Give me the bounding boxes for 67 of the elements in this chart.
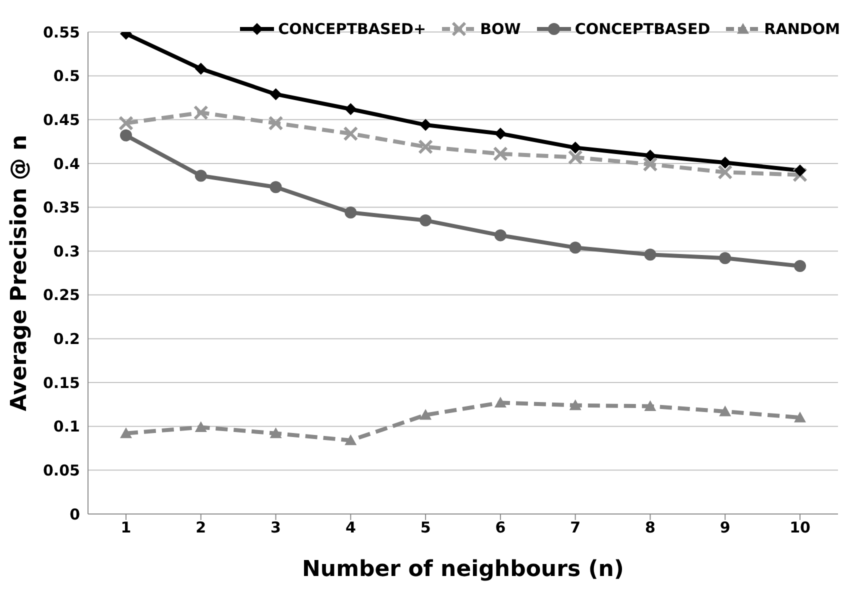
y-axis-title: Average Precision @ n (6, 134, 32, 412)
point (569, 142, 582, 154)
point (719, 156, 732, 169)
point (492, 146, 508, 162)
point (568, 150, 583, 165)
y-tick-label: 0.4 (53, 154, 80, 173)
point (494, 229, 506, 242)
point (494, 396, 506, 408)
y-tick-label: 0.2 (53, 330, 80, 348)
point (719, 252, 732, 264)
point (344, 103, 357, 116)
point (118, 116, 134, 131)
y-tick-label: 0 (70, 505, 80, 524)
x-axis-title: Number of neighbours (n) (302, 557, 624, 582)
point (420, 118, 432, 131)
point (569, 242, 582, 254)
x-tick-label: 8 (645, 518, 656, 537)
y-tick-label: 0.25 (42, 286, 80, 304)
point (644, 400, 656, 412)
legend-label: CONCEPTBASED (574, 20, 710, 38)
legend-label: CONCEPTBASED+ (278, 20, 426, 38)
x-tick-label: 5 (420, 518, 431, 537)
x-tick-label: 10 (790, 518, 810, 537)
point (194, 421, 207, 432)
point (719, 405, 732, 416)
point (120, 427, 132, 438)
point (792, 167, 808, 182)
point (418, 139, 434, 154)
point (270, 88, 282, 100)
point (644, 248, 656, 261)
point (120, 129, 132, 142)
y-tick-label: 0.55 (42, 23, 80, 42)
y-tick-label: 0.1 (53, 418, 80, 436)
point (268, 116, 284, 131)
point (718, 164, 733, 180)
legend-label: RANDOM (764, 20, 840, 38)
y-tick-label: 0.05 (42, 462, 80, 480)
x-tick-label: 4 (345, 518, 356, 537)
point (794, 260, 806, 272)
y-tick-label: 0.15 (42, 374, 80, 392)
x-tick-label: 9 (720, 518, 730, 537)
point (193, 105, 208, 120)
x-tick-label: 1 (120, 518, 132, 537)
x-tick-label: 6 (495, 518, 506, 537)
point (642, 156, 658, 172)
x-tick-label: 3 (270, 518, 281, 537)
y-tick-label: 0.45 (42, 110, 80, 129)
point (194, 170, 207, 182)
point (344, 434, 357, 446)
y-tick-label: 0.35 (42, 198, 80, 217)
point (794, 164, 806, 176)
x-tick-label: 7 (570, 518, 581, 537)
point (644, 150, 656, 162)
point (270, 181, 282, 194)
point (344, 206, 357, 219)
point (420, 214, 432, 226)
x-tick-label: 2 (196, 518, 206, 537)
point (794, 412, 806, 422)
y-tick-label: 0.3 (53, 242, 80, 260)
point (194, 62, 207, 75)
point (494, 128, 506, 140)
point (343, 126, 358, 142)
point (420, 408, 432, 420)
point (569, 399, 582, 410)
point (270, 427, 282, 438)
legend-label: BOW (480, 20, 521, 38)
y-tick-label: 0.5 (53, 67, 80, 86)
